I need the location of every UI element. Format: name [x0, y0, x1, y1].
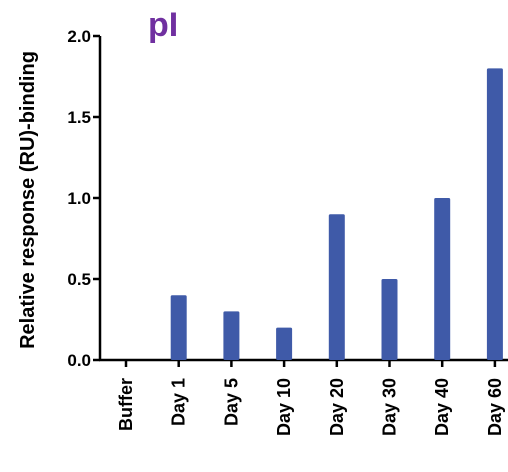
- bars: [170, 68, 503, 361]
- bar-day-60: [486, 68, 503, 361]
- x-tick-label: Day 10: [274, 378, 294, 436]
- y-tick-label: 0.0: [67, 351, 91, 370]
- bar-day-20: [328, 214, 345, 360]
- x-tick-label: Buffer: [116, 378, 136, 431]
- y-tick-label: 1.5: [67, 108, 91, 127]
- bar-day-10: [276, 327, 293, 360]
- y-tick-label: 1.0: [67, 189, 91, 208]
- y-tick-label: 2.0: [67, 27, 91, 46]
- y-tick-label: 0.5: [67, 270, 91, 289]
- x-tick-label: Day 1: [169, 378, 189, 426]
- bar-day-5: [223, 311, 240, 360]
- x-tick-label: Day 30: [380, 378, 400, 436]
- labels: 0.0 0.5 1.0 1.5 2.0 Buffer Day 1 Day 5 Day 10 Day…: [67, 27, 505, 436]
- x-tick-label: Day 5: [221, 378, 241, 426]
- x-tick-label: Day 40: [432, 378, 452, 436]
- y-axis-label: Relative response (RU)-binding: [17, 51, 39, 349]
- x-tick-label: Day 60: [485, 378, 505, 436]
- x-tick-label: Day 20: [327, 378, 347, 436]
- bar-day-1: [170, 295, 187, 360]
- chart-title: pI: [148, 6, 178, 44]
- bar-day-30: [381, 279, 398, 360]
- bar-day-40: [434, 198, 451, 360]
